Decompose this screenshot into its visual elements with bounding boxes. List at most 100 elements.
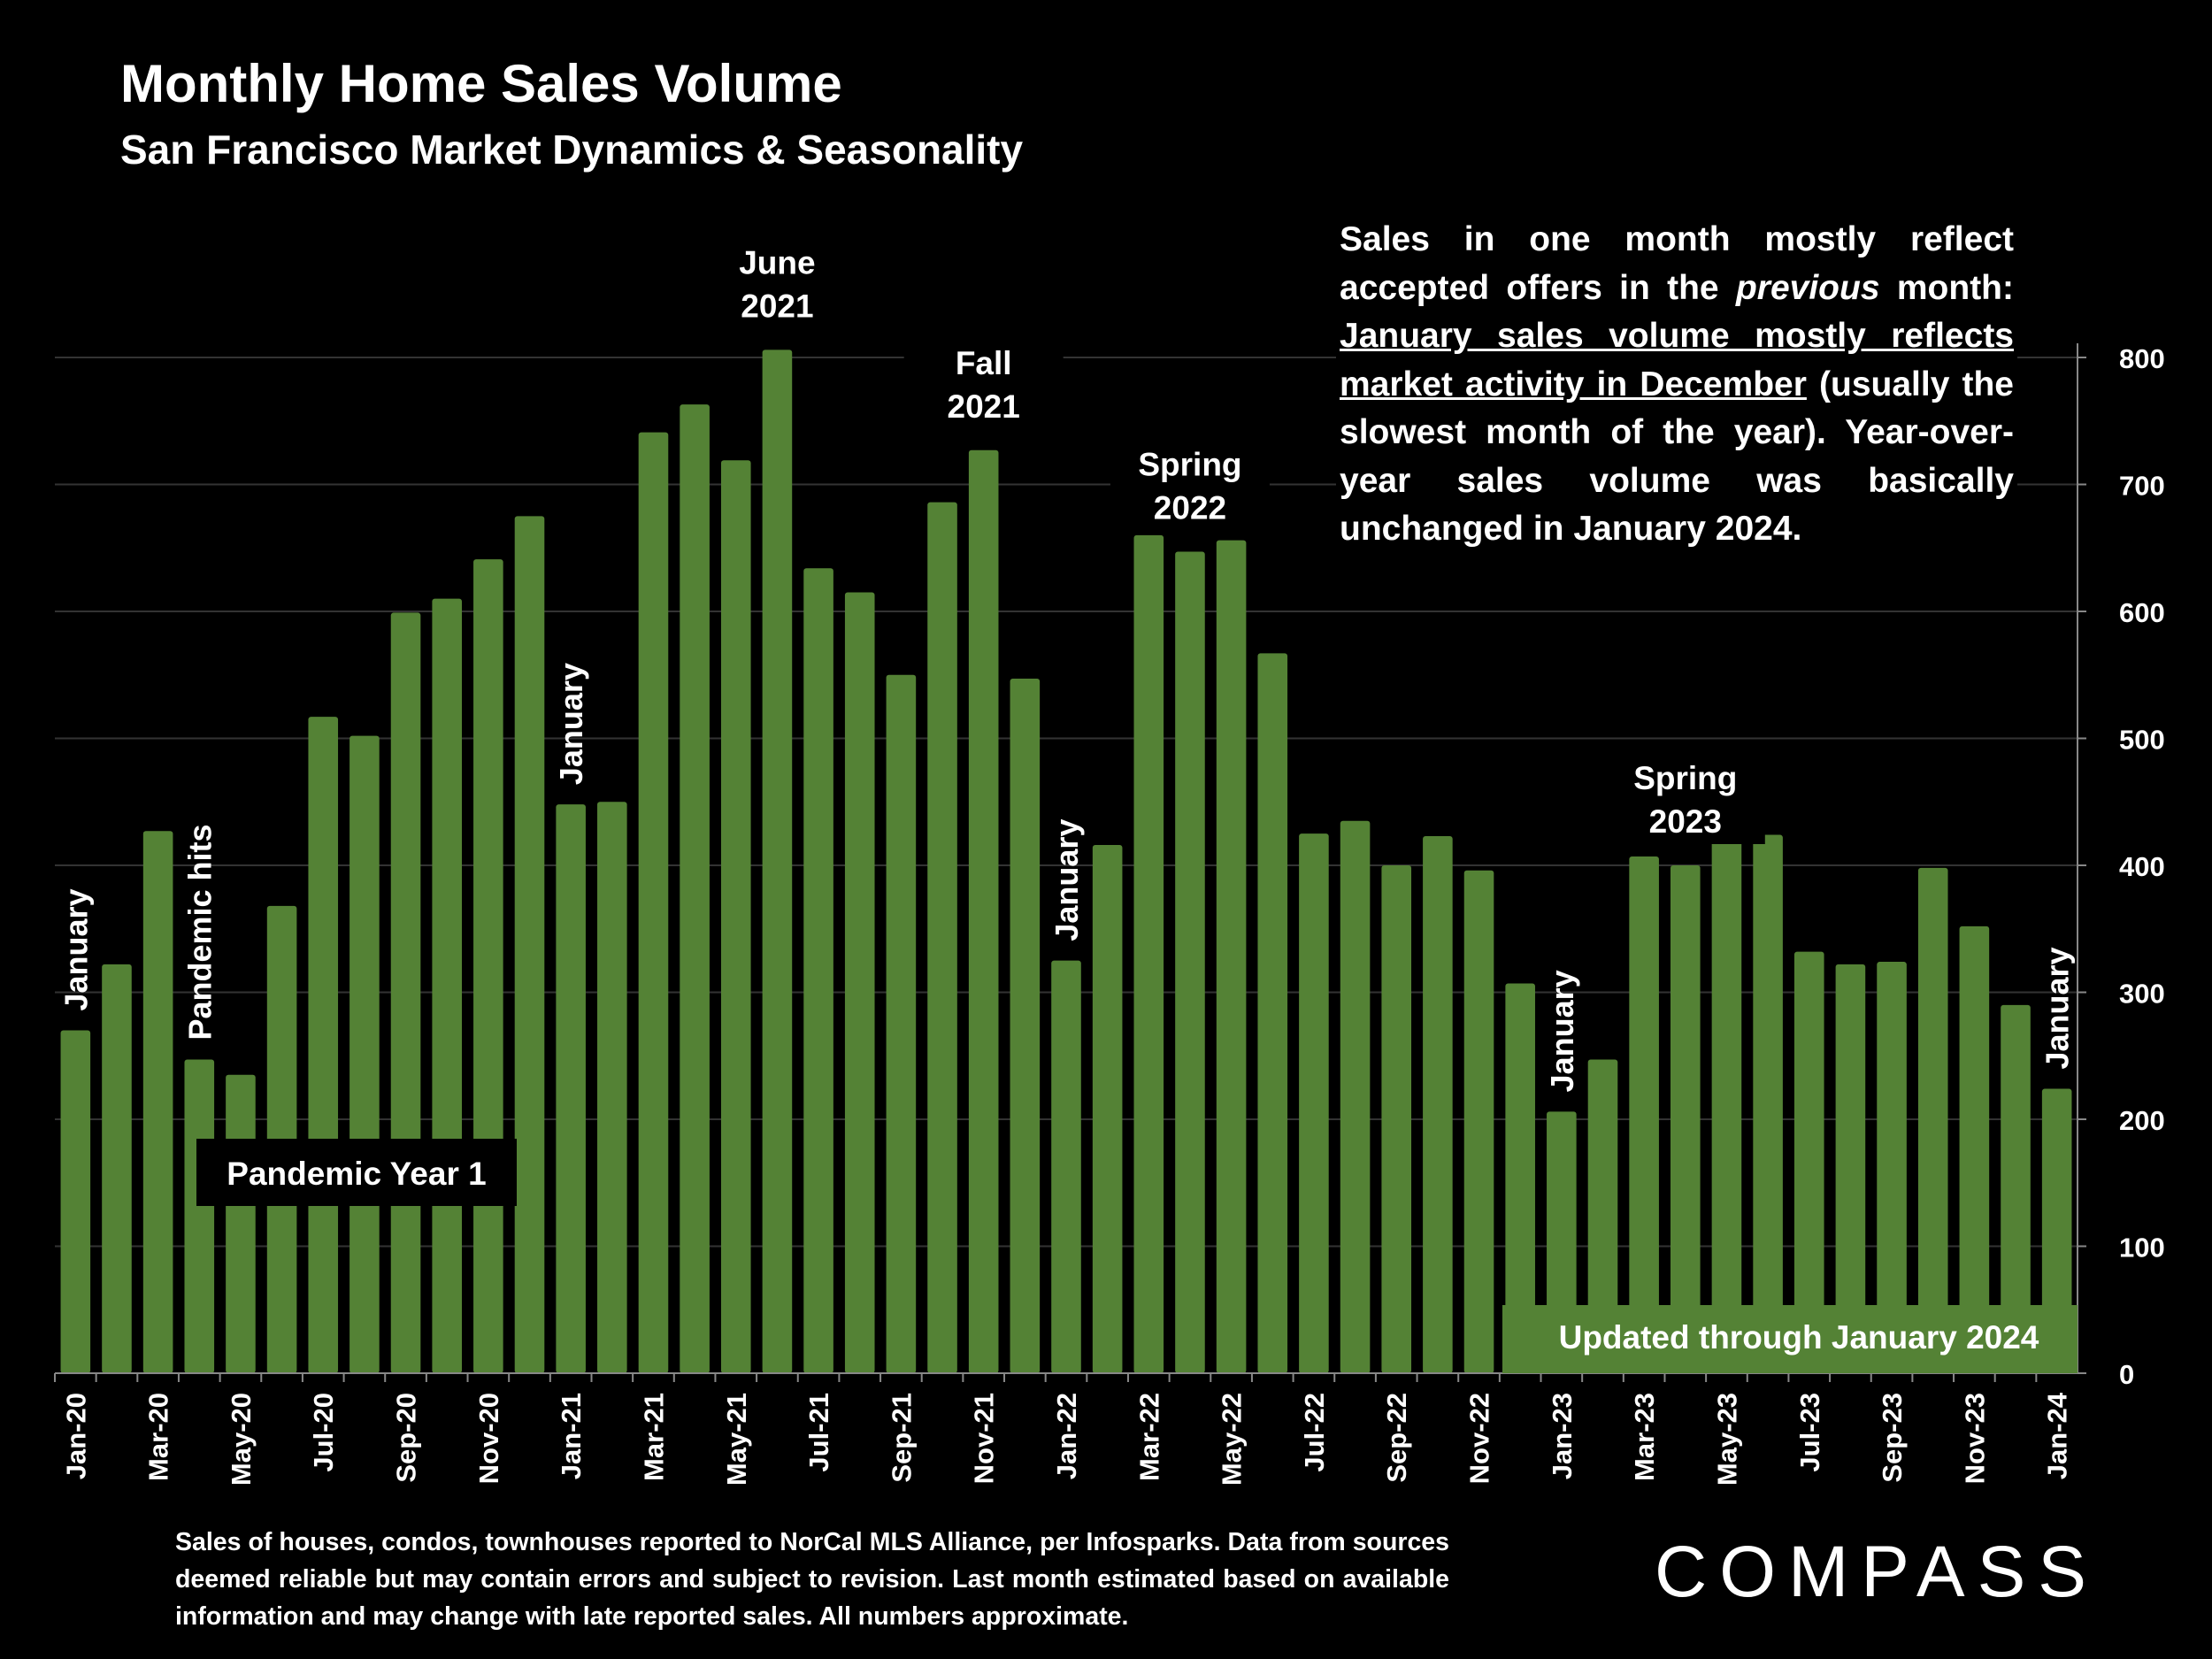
y-tick-label: 600 xyxy=(2119,597,2165,628)
y-tick-label: 300 xyxy=(2119,979,2165,1010)
bar xyxy=(308,717,339,1373)
bar xyxy=(638,432,669,1373)
peak-annotation: June 2021 xyxy=(739,244,815,324)
x-tick-label: Nov-23 xyxy=(1959,1393,1990,1484)
x-tick-label: Jul-22 xyxy=(1299,1393,1330,1472)
y-tick-label: 800 xyxy=(2119,343,2165,374)
y-tick-label: 500 xyxy=(2119,725,2165,756)
x-tick-label: Sep-22 xyxy=(1381,1393,1412,1483)
peak-annotation-line: 2021 xyxy=(741,288,813,324)
peak-annotation-line: Spring xyxy=(1138,447,1241,483)
updated-through-box xyxy=(1502,1305,2078,1373)
peak-annotation-line: 2021 xyxy=(948,388,1020,425)
bar xyxy=(1877,962,1907,1373)
vertical-annotation: January xyxy=(1048,819,1085,941)
bar xyxy=(1133,534,1164,1373)
peak-annotation: Fall 2021 xyxy=(948,345,1020,425)
note-emphasis: previous xyxy=(1735,268,1880,307)
bar xyxy=(184,1059,215,1373)
x-tick-label: Sep-23 xyxy=(1877,1393,1908,1483)
x-tick-label: May-22 xyxy=(1217,1393,1248,1486)
bar xyxy=(390,612,421,1373)
x-tick-label: Jul-20 xyxy=(308,1393,339,1472)
x-tick-label: Jan-22 xyxy=(1051,1393,1082,1479)
bar xyxy=(1092,845,1123,1373)
bars xyxy=(60,349,2072,1374)
annotation-backdrop xyxy=(1110,438,1270,531)
vertical-annotation: January xyxy=(2039,947,2076,1069)
bar xyxy=(1629,856,1659,1373)
source-footnote: Sales of houses, condos, townhouses repo… xyxy=(175,1528,1449,1631)
bar xyxy=(473,559,503,1373)
bar xyxy=(1587,1059,1618,1373)
bar xyxy=(1175,551,1205,1373)
x-tick-label: Nov-21 xyxy=(969,1393,1000,1484)
x-tick-label: Sep-21 xyxy=(886,1393,917,1483)
vertical-annotation: January xyxy=(1544,970,1580,1092)
x-tick-label: Sep-20 xyxy=(391,1393,422,1483)
x-tick-label: Jan-20 xyxy=(60,1393,91,1479)
axes: 0 100 200 300 400 500 600 700 800 Jan-20 Mar-20 May… xyxy=(54,343,2165,1486)
peak-annotation: Spring 2023 xyxy=(1633,760,1737,840)
bar xyxy=(556,804,586,1373)
bar xyxy=(762,349,793,1373)
x-tick-label: Mar-21 xyxy=(638,1393,669,1481)
peak-annotation: Spring 2022 xyxy=(1138,447,1241,526)
x-tick-label: May-20 xyxy=(226,1393,257,1486)
note-text-1: Sales in one month mostly reflect accept… xyxy=(1340,220,2014,307)
peak-annotation-line: Fall xyxy=(956,345,1012,381)
updated-through-label: Updated through January 2024 xyxy=(1559,1319,2039,1356)
annotation-backdrop xyxy=(697,236,857,329)
annotations: January Pandemic hits January January Januar… xyxy=(58,236,2078,1373)
chart-subtitle: San Francisco Market Dynamics & Seasonal… xyxy=(120,127,1024,173)
x-tick-label: Mar-23 xyxy=(1629,1393,1660,1481)
bar xyxy=(720,460,751,1373)
x-tick-label: Nov-20 xyxy=(473,1393,504,1484)
compass-logo: COMPASS xyxy=(1655,1532,2099,1612)
x-tick-label: Jul-23 xyxy=(1794,1393,1825,1472)
peak-annotation-line: Spring xyxy=(1633,760,1737,796)
note-underlined: January sales volume mostly reflects mar… xyxy=(1340,317,2014,403)
note-text-3: (usually the slowest month of the year).… xyxy=(1340,365,2014,549)
bar xyxy=(1216,540,1247,1373)
peak-annotation-line: 2022 xyxy=(1154,490,1226,526)
bar xyxy=(349,735,380,1373)
y-tick-label: 100 xyxy=(2119,1233,2165,1263)
bar xyxy=(1959,926,1990,1373)
bar xyxy=(1340,820,1371,1373)
x-tick-label: Mar-22 xyxy=(1133,1393,1164,1481)
bar xyxy=(1505,983,1535,1373)
bar xyxy=(1051,960,1081,1373)
bar xyxy=(2041,1088,2072,1373)
bar xyxy=(2001,1004,2031,1373)
note-text-2: month: xyxy=(1879,268,2014,307)
bar xyxy=(1917,867,1948,1373)
explanation-note: Sales in one month mostly reflect accept… xyxy=(1336,216,2017,554)
x-tick-label: Nov-22 xyxy=(1464,1393,1495,1484)
bar xyxy=(886,674,917,1373)
bar xyxy=(1381,865,1412,1373)
bar xyxy=(803,568,833,1373)
bar xyxy=(1257,653,1288,1373)
y-tick-label: 0 xyxy=(2119,1359,2134,1390)
bar xyxy=(597,802,627,1373)
pandemic-year-box xyxy=(196,1139,517,1206)
annotation-backdrop xyxy=(903,336,1064,429)
compass-logo-text: COMPASS xyxy=(1655,1532,2099,1612)
bar xyxy=(226,1074,256,1373)
bar xyxy=(844,592,875,1373)
bar xyxy=(1711,834,1742,1373)
bar xyxy=(514,516,545,1373)
bar xyxy=(927,502,957,1373)
bar xyxy=(1835,964,1866,1373)
annotation-backdrop xyxy=(1605,752,1765,844)
bar xyxy=(1793,951,1824,1373)
bar xyxy=(432,598,462,1373)
peak-annotation-line: June xyxy=(739,244,815,280)
bar xyxy=(102,964,132,1373)
chart-title: Monthly Home Sales Volume xyxy=(120,54,842,113)
x-tick-label: Jul-21 xyxy=(803,1393,834,1472)
bar xyxy=(1010,679,1041,1373)
bar xyxy=(1671,865,1701,1373)
